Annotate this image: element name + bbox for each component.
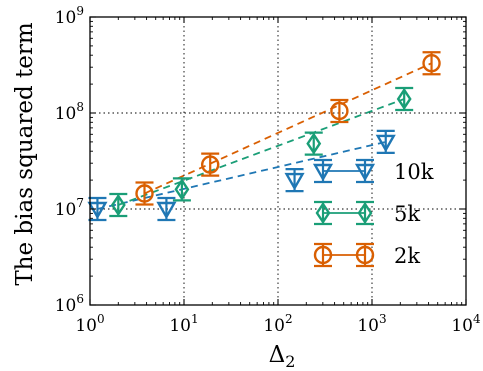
x-tick-label: 100 — [75, 312, 104, 336]
y-tick-base: 10 — [55, 8, 77, 28]
y-tick-exponent: 8 — [76, 100, 84, 114]
x-tick-exponent: 1 — [191, 312, 199, 326]
y-tick-base: 10 — [55, 104, 77, 124]
legend-marker — [312, 158, 334, 184]
legend-entry-2k: 2k — [313, 242, 420, 268]
x-tick-exponent: 2 — [285, 312, 293, 326]
x-axis-label: Δ2 — [269, 342, 296, 371]
x-tick-label: 104 — [451, 312, 481, 336]
y-tick-label: 106 — [55, 292, 84, 316]
x-axis-label-subscript: 2 — [285, 352, 295, 371]
x-tick-label: 103 — [357, 312, 386, 336]
y-tick-exponent: 7 — [76, 196, 84, 210]
data-point-10k — [375, 129, 396, 154]
data-point-2k — [201, 152, 220, 177]
x-tick-base: 10 — [263, 316, 285, 336]
series-markers — [87, 51, 441, 222]
data-point-5k — [395, 86, 414, 112]
legend-marker — [314, 200, 332, 226]
data-point-5k — [172, 177, 191, 202]
data-point-5k — [304, 131, 323, 156]
y-tick-label: 109 — [55, 4, 84, 28]
legend-marker — [313, 242, 333, 268]
x-tick-base: 10 — [357, 316, 379, 336]
data-point-10k — [156, 196, 177, 222]
data-point-5k — [109, 192, 128, 218]
x-tick-label: 102 — [263, 312, 292, 336]
series-line-2k — [144, 62, 432, 195]
x-tick-base: 10 — [451, 316, 473, 336]
y-tick-exponent: 9 — [76, 4, 84, 18]
data-point-2k — [330, 98, 349, 124]
legend-label: 10k — [394, 160, 434, 184]
data-point-2k — [135, 181, 154, 206]
legend-entry-10k: 10k — [312, 158, 434, 184]
x-tick-exponent: 0 — [97, 312, 105, 326]
legend-entry-5k: 5k — [314, 200, 420, 226]
y-tick-label: 107 — [55, 196, 84, 220]
x-tick-exponent: 3 — [379, 312, 387, 326]
data-point-10k — [87, 196, 108, 222]
y-tick-exponent: 6 — [76, 292, 84, 306]
y-axis-label: The bias squared term — [12, 22, 38, 286]
legend-label: 5k — [394, 202, 420, 226]
x-tick-label: 101 — [169, 312, 198, 336]
legend-marker — [355, 242, 375, 268]
x-tick-exponent: 4 — [473, 312, 481, 326]
y-tick-base: 10 — [55, 296, 77, 316]
legend-marker — [354, 158, 376, 184]
x-tick-base: 10 — [75, 316, 97, 336]
data-point-2k — [422, 51, 441, 76]
data-point-10k — [284, 168, 305, 193]
y-tick-base: 10 — [55, 200, 77, 220]
x-tick-base: 10 — [169, 316, 191, 336]
legend: 10k 5k 2k — [312, 158, 434, 268]
legend-label: 2k — [394, 244, 420, 268]
x-axis-label-main: Δ — [269, 342, 286, 368]
series-line-5k — [117, 98, 405, 206]
series-line-10k — [97, 141, 386, 210]
y-tick-label: 108 — [55, 100, 84, 124]
legend-marker — [356, 200, 374, 226]
